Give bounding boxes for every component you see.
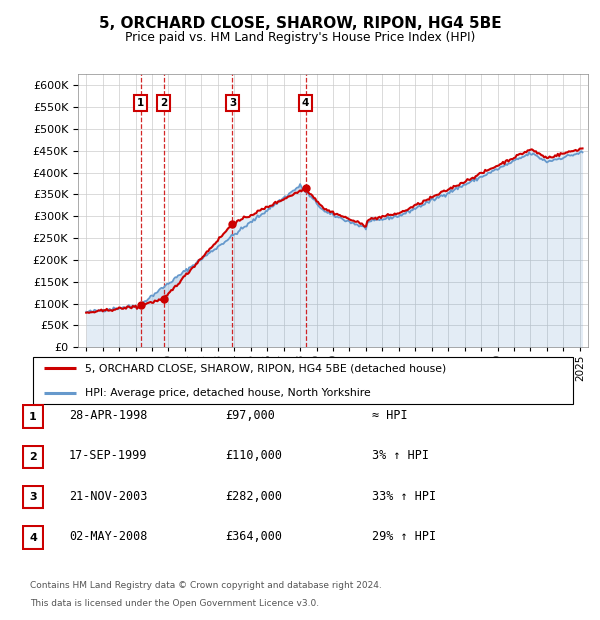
FancyBboxPatch shape (23, 486, 43, 508)
FancyBboxPatch shape (33, 357, 573, 404)
Text: £282,000: £282,000 (225, 490, 282, 502)
Text: 33% ↑ HPI: 33% ↑ HPI (372, 490, 436, 502)
Text: HPI: Average price, detached house, North Yorkshire: HPI: Average price, detached house, Nort… (85, 388, 370, 398)
FancyBboxPatch shape (23, 446, 43, 468)
Text: 3: 3 (229, 98, 236, 108)
FancyBboxPatch shape (23, 526, 43, 549)
Text: 5, ORCHARD CLOSE, SHAROW, RIPON, HG4 5BE (detached house): 5, ORCHARD CLOSE, SHAROW, RIPON, HG4 5BE… (85, 363, 446, 373)
Text: 02-MAY-2008: 02-MAY-2008 (69, 530, 148, 542)
Text: Price paid vs. HM Land Registry's House Price Index (HPI): Price paid vs. HM Land Registry's House … (125, 31, 475, 44)
Text: 17-SEP-1999: 17-SEP-1999 (69, 450, 148, 462)
Text: 2: 2 (29, 452, 37, 462)
Text: 3: 3 (29, 492, 37, 502)
Text: 29% ↑ HPI: 29% ↑ HPI (372, 530, 436, 542)
Text: ≈ HPI: ≈ HPI (372, 409, 407, 422)
Text: 4: 4 (302, 98, 309, 108)
Text: 5, ORCHARD CLOSE, SHAROW, RIPON, HG4 5BE: 5, ORCHARD CLOSE, SHAROW, RIPON, HG4 5BE (98, 16, 502, 30)
Text: 1: 1 (29, 412, 37, 422)
Text: £97,000: £97,000 (225, 409, 275, 422)
FancyBboxPatch shape (23, 405, 43, 428)
Text: 2: 2 (160, 98, 167, 108)
Text: 4: 4 (29, 533, 37, 542)
Text: Contains HM Land Registry data © Crown copyright and database right 2024.: Contains HM Land Registry data © Crown c… (30, 581, 382, 590)
Text: 1: 1 (137, 98, 145, 108)
Text: 21-NOV-2003: 21-NOV-2003 (69, 490, 148, 502)
Text: £110,000: £110,000 (225, 450, 282, 462)
Text: 28-APR-1998: 28-APR-1998 (69, 409, 148, 422)
Text: £364,000: £364,000 (225, 530, 282, 542)
Text: This data is licensed under the Open Government Licence v3.0.: This data is licensed under the Open Gov… (30, 598, 319, 608)
Text: 3% ↑ HPI: 3% ↑ HPI (372, 450, 429, 462)
